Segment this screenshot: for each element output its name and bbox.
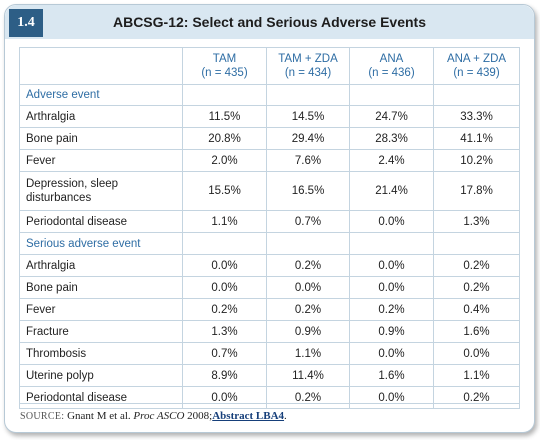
table-cell: 0.2% [266, 386, 350, 409]
table-cell: 0.2% [433, 386, 520, 409]
row-label: Arthralgia [19, 254, 183, 277]
table-cell: 0.0% [349, 386, 434, 409]
table-cell: 0.0% [182, 276, 267, 299]
table-cell: 11.4% [266, 364, 350, 387]
table-cell: 0.2% [349, 298, 434, 321]
table-cell: 0.2% [433, 276, 520, 299]
table-cell: 0.7% [266, 210, 350, 233]
section-label: Serious adverse event [19, 232, 183, 255]
table-cell: 41.1% [433, 127, 520, 150]
table-cell: 8.9% [182, 364, 267, 387]
source-journal: Proc ASCO [133, 410, 185, 422]
table-cell: 1.6% [349, 364, 434, 387]
table-cell: 0.9% [266, 320, 350, 343]
abstract-link[interactable]: Abstract LBA4 [212, 410, 285, 422]
slide-title: ABCSG-12: Select and Serious Adverse Eve… [112, 14, 427, 30]
table-row: Periodontal disease 1.1% 0.7% 0.0% 1.3% [19, 210, 520, 233]
table-cell: 0.4% [433, 298, 520, 321]
table-cell: 2.4% [349, 149, 434, 172]
table-cell: 1.6% [433, 320, 520, 343]
table-row: Uterine polyp 8.9% 11.4% 1.6% 1.1% [19, 364, 520, 387]
slide-card: ABCSG-12: Select and Serious Adverse Eve… [4, 4, 535, 433]
table-row: Thrombosis 0.7% 1.1% 0.0% 0.0% [19, 342, 520, 365]
table-cell: 7.6% [266, 149, 350, 172]
table-cell: 0.0% [182, 254, 267, 277]
table-cell: 2.0% [182, 149, 267, 172]
column-header: ANA (n = 436) [349, 47, 434, 85]
table-row: Depression, sleep disturbances 15.5% 16.5… [19, 171, 520, 211]
row-label: Periodontal disease [19, 386, 183, 409]
section-header-row: Adverse event [19, 84, 520, 106]
adverse-events-table: TAM (n = 435) TAM + ZDA (n = 434) ANA (n = … [19, 47, 520, 409]
table-cell: 0.0% [349, 254, 434, 277]
table-cell: 20.8% [182, 127, 267, 150]
table-row: Periodontal disease 0.0% 0.2% 0.0% 0.2% [19, 386, 520, 409]
table-cell: 15.5% [182, 171, 267, 211]
table-row: Bone pain 0.0% 0.0% 0.0% 0.2% [19, 276, 520, 299]
table-cell: 10.2% [433, 149, 520, 172]
table-cell: 0.7% [182, 342, 267, 365]
table-row: Arthralgia 11.5% 14.5% 24.7% 33.3% [19, 105, 520, 128]
table-row: Fracture 1.3% 0.9% 0.9% 1.6% [19, 320, 520, 343]
table-row: Fever 2.0% 7.6% 2.4% 10.2% [19, 149, 520, 172]
source-label: SOURCE: [20, 411, 65, 422]
table-cell: 0.0% [349, 210, 434, 233]
source-year: 2008; [187, 410, 213, 422]
table-cell: 1.1% [182, 210, 267, 233]
table-cell: 0.0% [182, 386, 267, 409]
table-cell: 33.3% [433, 105, 520, 128]
table-cell: 1.3% [182, 320, 267, 343]
table-cell: 0.0% [349, 276, 434, 299]
row-label: Bone pain [19, 276, 183, 299]
table-cell: 1.1% [433, 364, 520, 387]
row-label: Thrombosis [19, 342, 183, 365]
source-end: . [284, 410, 287, 422]
row-label: Arthralgia [19, 105, 183, 128]
table-cell: 17.8% [433, 171, 520, 211]
table-cell: 28.3% [349, 127, 434, 150]
table-cell: 0.0% [349, 342, 434, 365]
table-cell: 14.5% [266, 105, 350, 128]
source-citation: SOURCE: Gnant M et al. Proc ASCO 2008;Ab… [20, 410, 520, 422]
table-cell: 24.7% [349, 105, 434, 128]
row-label: Bone pain [19, 127, 183, 150]
row-label: Periodontal disease [19, 210, 183, 233]
table-cell: 0.2% [433, 254, 520, 277]
column-header: TAM (n = 435) [182, 47, 267, 85]
column-header: TAM + ZDA (n = 434) [266, 47, 350, 85]
table-row: Bone pain 20.8% 29.4% 28.3% 41.1% [19, 127, 520, 150]
source-authors: Gnant M et al. [67, 410, 131, 422]
row-label: Fever [19, 298, 183, 321]
table-cell: 16.5% [266, 171, 350, 211]
table-cell: 0.0% [433, 342, 520, 365]
row-label: Fracture [19, 320, 183, 343]
table-row: Fever 0.2% 0.2% 0.2% 0.4% [19, 298, 520, 321]
table-cell: 1.1% [266, 342, 350, 365]
row-label: Depression, sleep disturbances [19, 171, 183, 211]
table-cell: 0.2% [266, 298, 350, 321]
table-cell: 0.2% [266, 254, 350, 277]
row-label: Fever [19, 149, 183, 172]
section-label: Adverse event [19, 84, 183, 106]
slide-header: ABCSG-12: Select and Serious Adverse Eve… [5, 5, 534, 39]
row-label: Uterine polyp [19, 364, 183, 387]
table-cell: 21.4% [349, 171, 434, 211]
table-cell: 0.0% [266, 276, 350, 299]
table-cell: 0.9% [349, 320, 434, 343]
column-header: ANA + ZDA (n = 439) [433, 47, 520, 85]
table-header-row: TAM (n = 435) TAM + ZDA (n = 434) ANA (n = … [19, 47, 520, 85]
table-row: Arthralgia 0.0% 0.2% 0.0% 0.2% [19, 254, 520, 277]
empty-header-cell [19, 47, 183, 85]
table-cell: 0.2% [182, 298, 267, 321]
slide-number-badge: 1.4 [9, 9, 43, 37]
table-cell: 11.5% [182, 105, 267, 128]
table-cell: 1.3% [433, 210, 520, 233]
section-header-row: Serious adverse event [19, 232, 520, 255]
source-divider [19, 403, 519, 404]
table-cell: 29.4% [266, 127, 350, 150]
